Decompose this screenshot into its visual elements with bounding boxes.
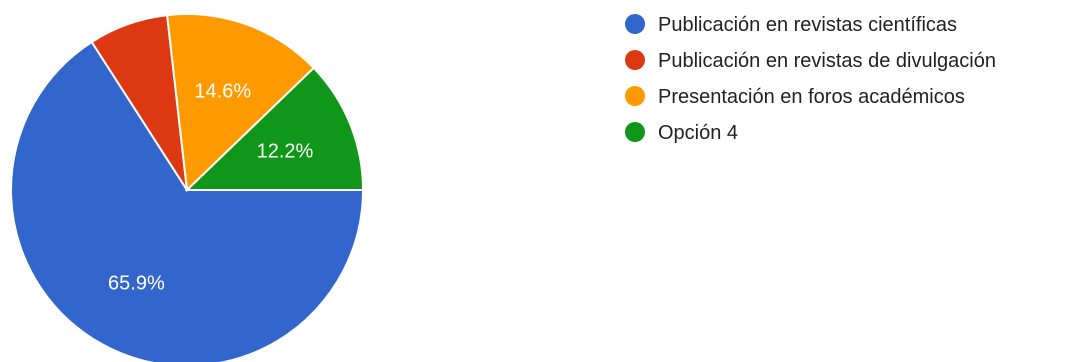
legend-item-3[interactable]: Presentación en foros académicos: [625, 86, 965, 108]
legend: Publicación en revistas científicas Publi…: [625, 14, 996, 144]
slice-label-1: 65.9%: [108, 273, 165, 295]
legend-label: Publicación en revistas científicas: [658, 14, 957, 36]
legend-item-4[interactable]: Opción 4: [625, 122, 738, 144]
legend-item-1[interactable]: Publicación en revistas científicas: [625, 14, 957, 36]
pie-slice-labels: 65.9% 14.6% 12.2%: [108, 81, 313, 295]
legend-item-2[interactable]: Publicación en revistas de divulgación: [625, 50, 996, 72]
slice-label-3: 14.6%: [194, 81, 251, 103]
slice-label-4: 12.2%: [257, 141, 314, 163]
legend-swatch: [625, 122, 645, 142]
legend-label: Publicación en revistas de divulgación: [658, 50, 996, 72]
pie-slices: [10, 13, 365, 362]
pie-slice-3[interactable]: [166, 13, 316, 193]
legend-swatch: [625, 50, 645, 70]
pie-slice-4[interactable]: [184, 66, 365, 191]
pie-slice-1[interactable]: [10, 40, 365, 362]
legend-swatch: [625, 14, 645, 34]
legend-label: Presentación en foros académicos: [658, 86, 965, 108]
legend-swatch: [625, 86, 645, 106]
legend-label: Opción 4: [658, 122, 738, 144]
